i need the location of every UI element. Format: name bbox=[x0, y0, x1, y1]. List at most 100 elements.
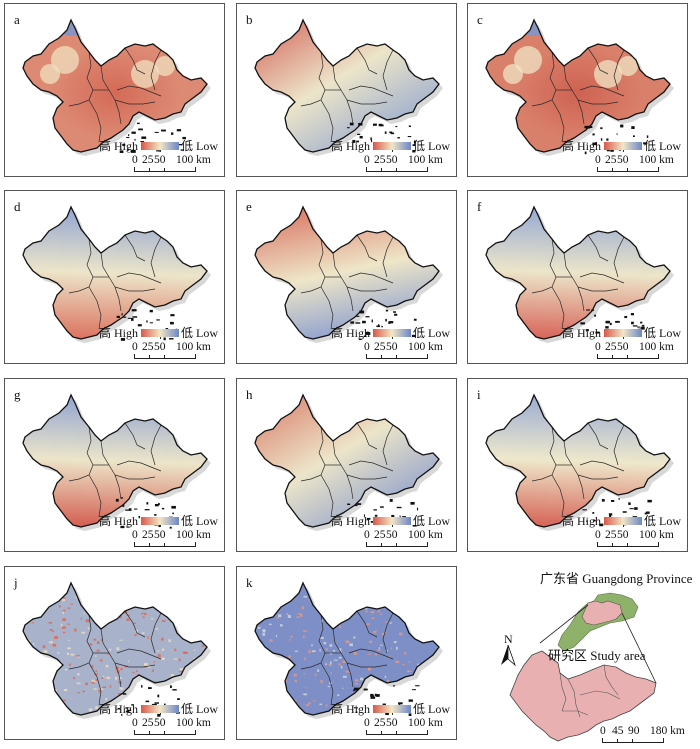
island bbox=[122, 693, 127, 695]
island bbox=[380, 506, 384, 508]
island bbox=[411, 334, 416, 338]
island bbox=[134, 138, 136, 141]
map-panel-h: h 高 High 低 Low 0 25 50 100 km bbox=[236, 378, 457, 552]
legend-low-label: 低 Low bbox=[644, 326, 681, 340]
district-boundary bbox=[88, 99, 102, 143]
legend-low-label: 低 Low bbox=[413, 514, 450, 528]
district-boundary bbox=[100, 65, 122, 125]
island bbox=[605, 320, 610, 324]
scale-label: 25 bbox=[605, 154, 617, 166]
scale-label-45: 45 bbox=[612, 725, 624, 737]
island bbox=[610, 148, 614, 152]
scale-label: 25 bbox=[605, 529, 617, 541]
island bbox=[412, 524, 417, 527]
island bbox=[352, 139, 356, 143]
island bbox=[127, 148, 129, 151]
legend-color-ramp bbox=[604, 141, 642, 152]
study-area-fill bbox=[23, 207, 207, 339]
inset-map-svg: N bbox=[501, 592, 657, 742]
island bbox=[125, 707, 129, 709]
scale-label: 100 km bbox=[176, 341, 211, 353]
district-boundary bbox=[332, 65, 354, 125]
island bbox=[128, 134, 130, 137]
scalebar: 0 25 50 100 km bbox=[364, 529, 448, 549]
district-boundary bbox=[563, 252, 585, 312]
legend-low-label: 低 Low bbox=[181, 326, 218, 340]
scalebar: 0 25 50 100 km bbox=[595, 341, 679, 361]
island bbox=[580, 322, 586, 325]
district-boundary bbox=[332, 252, 354, 312]
scalebar-line bbox=[134, 354, 196, 359]
island bbox=[595, 331, 600, 334]
island bbox=[359, 135, 363, 139]
scale-label: 100 km bbox=[408, 154, 443, 166]
island bbox=[141, 136, 147, 139]
legend-low-label: 低 Low bbox=[644, 514, 681, 528]
district-boundary bbox=[613, 424, 625, 466]
district-boundary bbox=[150, 612, 162, 654]
island bbox=[126, 526, 130, 528]
scalebar-line bbox=[366, 730, 428, 735]
island bbox=[146, 320, 148, 323]
island bbox=[136, 122, 140, 125]
island bbox=[407, 136, 412, 138]
color-legend: 高 High 低 Low bbox=[99, 324, 218, 341]
map-panel-c: c 高 High 低 Low 0 25 50 100 km bbox=[467, 3, 688, 177]
scalebar-line bbox=[366, 167, 428, 172]
island bbox=[582, 509, 587, 511]
color-legend: 高 High 低 Low bbox=[331, 324, 450, 341]
scalebar-line bbox=[597, 354, 659, 359]
map-panel-a: a 高 High 低 Low 0 25 50 100 km bbox=[4, 3, 225, 177]
district-boundary bbox=[346, 286, 388, 292]
legend-high-label: 高 High bbox=[98, 514, 138, 528]
study-area-outline bbox=[22, 18, 208, 153]
map-panel-i: i 高 High 低 Low 0 25 50 100 km bbox=[467, 378, 688, 552]
island bbox=[116, 315, 120, 319]
island bbox=[600, 127, 603, 130]
island bbox=[585, 329, 589, 332]
island bbox=[618, 498, 620, 500]
island bbox=[117, 707, 120, 710]
scale-label: 0 bbox=[364, 717, 370, 729]
study-area-fill bbox=[255, 20, 439, 152]
island bbox=[347, 503, 351, 506]
legend-high-label: 高 High bbox=[561, 139, 601, 153]
map-panel-d: d 高 High 低 Low 0 25 50 100 km bbox=[4, 190, 225, 364]
legend-color-ramp bbox=[373, 328, 411, 339]
map-raster-d bbox=[22, 205, 211, 343]
scale-label: 50 bbox=[386, 717, 398, 729]
island bbox=[584, 151, 587, 155]
district-boundary bbox=[356, 610, 378, 638]
panel-label: k bbox=[246, 575, 253, 590]
island bbox=[410, 501, 415, 505]
map-raster-i bbox=[485, 393, 674, 531]
legend-high-label: 高 High bbox=[98, 702, 138, 716]
district-boundary bbox=[320, 662, 334, 706]
panel-label: b bbox=[246, 12, 253, 27]
district-boundary bbox=[577, 474, 619, 480]
scalebar: 0 25 50 100 km bbox=[132, 154, 216, 174]
island bbox=[182, 136, 186, 140]
island bbox=[393, 311, 397, 313]
island bbox=[131, 309, 137, 312]
island bbox=[130, 149, 136, 153]
district-boundary bbox=[124, 234, 146, 262]
island bbox=[408, 125, 412, 127]
island bbox=[161, 129, 166, 132]
island bbox=[408, 699, 413, 702]
island bbox=[146, 502, 149, 505]
scalebar: 0 25 50 100 km bbox=[132, 341, 216, 361]
map-panel-b: b 高 High 低 Low 0 25 50 100 km bbox=[236, 3, 457, 177]
island bbox=[586, 520, 588, 523]
district-boundary bbox=[577, 99, 619, 105]
legend-color-ramp bbox=[373, 141, 411, 152]
study-area-outline bbox=[254, 18, 440, 153]
study-area-outline bbox=[485, 205, 671, 340]
legend-high-label: 高 High bbox=[98, 139, 138, 153]
district-boundary bbox=[579, 272, 625, 284]
scale-label: 50 bbox=[617, 341, 629, 353]
island bbox=[371, 319, 373, 323]
panel-label: a bbox=[14, 12, 20, 27]
island bbox=[389, 499, 393, 502]
study-area-label: 研究区 Study area bbox=[548, 648, 646, 663]
